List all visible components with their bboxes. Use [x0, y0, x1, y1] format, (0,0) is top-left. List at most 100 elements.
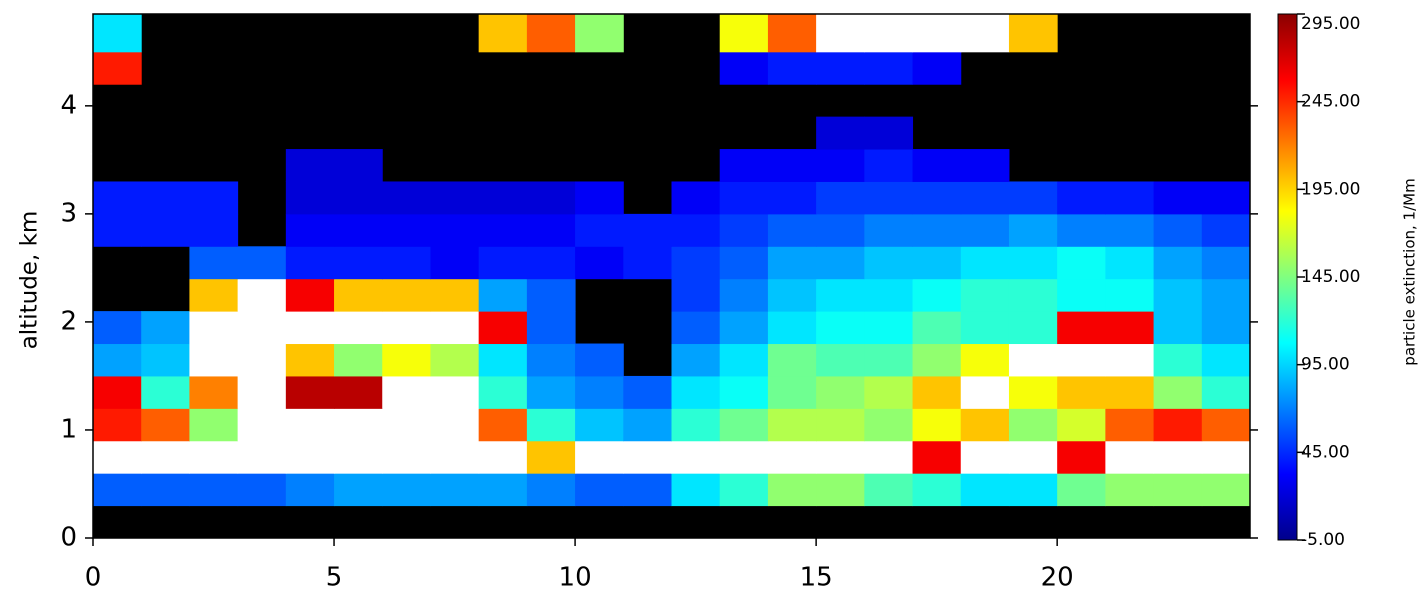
heat-cell	[864, 14, 914, 53]
colorbar-tick-label: 45.00	[1301, 442, 1350, 462]
heat-cell	[719, 181, 769, 215]
heat-cell	[285, 213, 335, 247]
heat-cell	[671, 408, 721, 442]
heat-cell	[478, 440, 528, 474]
heat-cell	[237, 278, 287, 312]
heat-cell	[1201, 408, 1251, 442]
heat-cell	[1105, 408, 1155, 442]
heat-cell	[237, 440, 287, 474]
heat-cell	[1153, 440, 1203, 474]
heat-cell	[767, 246, 817, 280]
y-tick-label: 3	[60, 198, 77, 228]
heat-cell	[237, 311, 287, 345]
heat-cell	[1153, 473, 1203, 507]
heat-cell	[382, 343, 431, 377]
y-tick-label: 4	[60, 90, 77, 120]
heat-cell	[1008, 181, 1058, 215]
heat-cell	[912, 14, 962, 53]
heat-cell	[960, 440, 1010, 474]
y-tick-label: 0	[60, 523, 77, 553]
heat-cell	[93, 375, 142, 409]
heat-cell	[93, 473, 142, 507]
heat-cell	[864, 473, 914, 507]
heat-cell	[912, 408, 962, 442]
heat-cell	[285, 311, 335, 345]
heat-cell	[912, 311, 962, 345]
heat-cell	[671, 311, 721, 345]
x-tick-label: 10	[559, 563, 592, 593]
heat-cell	[960, 375, 1010, 409]
heat-cell	[816, 278, 865, 312]
heat-cell	[430, 375, 480, 409]
heat-cell	[526, 375, 576, 409]
heat-cell	[285, 246, 335, 280]
heat-cell	[816, 375, 865, 409]
heat-cell	[671, 213, 721, 247]
heat-cell	[767, 278, 817, 312]
heat-cell	[526, 181, 576, 215]
heat-cell	[816, 116, 865, 150]
colorbar-tick-label: 295.00	[1301, 14, 1360, 34]
heat-cell	[1153, 213, 1203, 247]
heat-cell	[719, 343, 769, 377]
heat-cell	[334, 375, 383, 409]
heat-cell	[719, 278, 769, 312]
heat-cell	[93, 440, 142, 474]
heat-cell	[816, 343, 865, 377]
heat-cell	[1057, 343, 1106, 377]
heat-cell	[430, 181, 480, 215]
heat-cell	[237, 408, 287, 442]
heat-cell	[1057, 278, 1106, 312]
heat-cell	[237, 246, 287, 280]
heat-cell	[1105, 181, 1155, 215]
heat-cell	[430, 311, 480, 345]
heat-cell	[960, 14, 1010, 53]
heat-cell	[912, 51, 962, 85]
heat-cell	[285, 440, 335, 474]
heat-cell	[334, 473, 383, 507]
heat-cell	[864, 375, 914, 409]
y-tick-label: 2	[60, 306, 77, 336]
heat-cell	[864, 440, 914, 474]
heat-cell	[285, 343, 335, 377]
heat-cell	[478, 14, 528, 53]
heat-cell	[960, 149, 1010, 182]
heat-cell	[1201, 440, 1251, 474]
heat-cell	[960, 181, 1010, 215]
heat-cell	[478, 213, 528, 247]
heat-cell	[1008, 213, 1058, 247]
heat-cell	[382, 278, 431, 312]
heat-cell	[141, 473, 190, 507]
heat-cell	[767, 14, 817, 53]
heat-cell	[1105, 213, 1155, 247]
heat-cell	[816, 408, 865, 442]
heat-cell	[189, 473, 239, 507]
heat-cell	[671, 440, 721, 474]
heat-cell	[912, 213, 962, 247]
colorbar-tick-label: 95.00	[1301, 355, 1350, 375]
heat-cell	[1201, 213, 1251, 247]
heat-cell	[767, 149, 817, 182]
heat-cell	[189, 278, 239, 312]
heat-cell	[767, 51, 817, 85]
heat-cell	[575, 473, 624, 507]
heat-cell	[912, 440, 962, 474]
heat-cell	[960, 213, 1010, 247]
heat-cell	[1057, 473, 1106, 507]
heat-cell	[526, 213, 576, 247]
heat-cell	[1008, 375, 1058, 409]
heat-cell	[382, 181, 431, 215]
heat-cell	[912, 343, 962, 377]
heat-cell	[1057, 181, 1106, 215]
heat-cell	[1057, 213, 1106, 247]
heat-cell	[864, 51, 914, 85]
heat-cell	[912, 278, 962, 312]
heat-cell	[960, 408, 1010, 442]
heat-cell	[767, 181, 817, 215]
colorbar-tick-label: 145.00	[1301, 267, 1360, 287]
x-tick-label: 20	[1041, 563, 1074, 593]
heat-cell	[864, 149, 914, 182]
heat-cell	[334, 440, 383, 474]
heat-cell	[1105, 343, 1155, 377]
